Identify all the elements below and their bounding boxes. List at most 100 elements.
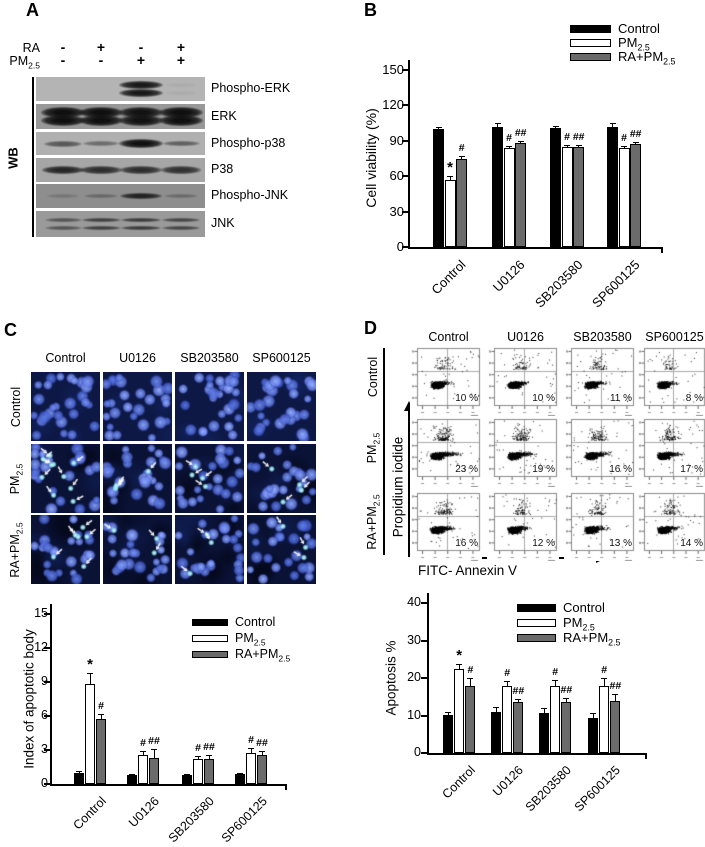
legend-label-pm-2-5: PM2.5 <box>235 630 266 648</box>
significance-hash: ## <box>203 741 215 754</box>
legend-swatch-ra-pm-2-5 <box>570 53 611 61</box>
wb-band <box>83 194 119 199</box>
bar-pm-2-5-control <box>85 684 95 784</box>
bar-pm-2-5-sp600125 <box>246 753 256 784</box>
flow-quadrant-percent: 23 % <box>455 464 478 475</box>
legend-swatch-pm-2-5 <box>192 635 228 642</box>
error-bar <box>612 123 613 129</box>
error-bar-cap <box>575 144 582 146</box>
wb-band <box>41 115 85 126</box>
flow-cytometry-plot-r2c3 <box>637 491 705 561</box>
wb-band <box>41 107 85 118</box>
significance-hash: # <box>564 130 571 143</box>
significance-hash: # <box>98 699 104 712</box>
flow-row-bracket-line <box>383 348 385 555</box>
error-bar-cap <box>87 672 93 674</box>
error-bar-cap <box>98 713 104 715</box>
fluorescence-image-r0c2 <box>175 372 244 441</box>
y-tick-label: 10 <box>407 707 421 722</box>
error-bar-cap <box>195 755 201 757</box>
flow-quadrant-percent: 17 % <box>680 464 703 475</box>
wb-band <box>79 107 123 118</box>
error-bar <box>565 697 567 704</box>
wb-band <box>81 217 121 223</box>
error-bar-cap <box>206 755 212 757</box>
error-bar-cap <box>552 680 559 682</box>
y-tick <box>44 613 50 615</box>
condition-row-label-pm-2-5: PM2.5 <box>9 54 40 71</box>
error-bar-cap <box>458 156 465 158</box>
x-axis-end-tick <box>645 753 647 759</box>
x-axis <box>50 784 287 786</box>
bar-ra-pm-2-5-control <box>456 158 468 247</box>
fluorescence-image-r2c0 <box>31 515 100 584</box>
error-bar-cap <box>506 146 513 148</box>
bar-control-control <box>74 772 84 784</box>
y-tick <box>402 210 408 213</box>
bar-pm-2-5-u0126 <box>503 147 515 247</box>
error-bar <box>142 751 144 757</box>
wb-strip-erk <box>36 104 205 129</box>
pi-axis-label: Propidium iodide <box>390 436 406 538</box>
bar-ra-pm-2-5-u0126 <box>513 702 524 753</box>
y-axis <box>50 604 52 786</box>
error-bar <box>89 672 91 687</box>
wb-band <box>79 115 123 126</box>
wb-strip-phospho-jnk <box>36 184 205 208</box>
legend-label-pm-2-5: PM2.5 <box>618 35 650 53</box>
fluorescence-image-r1c3 <box>247 444 316 513</box>
significance-hash: # <box>458 142 465 155</box>
flow-quadrant-percent: 12 % <box>532 538 555 549</box>
wb-band <box>119 139 163 148</box>
y-tick-label: 20 <box>407 670 421 684</box>
significance-star: * <box>456 646 463 664</box>
error-bar-cap <box>621 146 628 148</box>
y-tick <box>44 647 50 649</box>
error-bar <box>495 707 497 714</box>
wb-strip-label-phospho-jnk: Phospho-JNK <box>211 188 289 202</box>
fluorescence-image-r1c0 <box>31 444 100 513</box>
bar-control-u0126 <box>492 126 503 247</box>
legend-swatch-control <box>192 619 228 626</box>
micro-col-header-control: Control <box>45 351 86 365</box>
error-bar-cap <box>129 773 135 775</box>
condition-sign: + <box>96 39 106 55</box>
error-bar-cap <box>609 123 616 125</box>
wb-band <box>120 192 162 200</box>
condition-sign: - <box>60 52 66 68</box>
wb-band <box>42 166 84 174</box>
bar-control-control <box>443 714 453 754</box>
wb-band <box>161 217 201 223</box>
wb-band <box>119 80 163 89</box>
legend-label-control: Control <box>563 600 605 615</box>
error-bar <box>555 125 556 130</box>
error-bar <box>469 678 471 688</box>
condition-sign: + <box>176 52 186 68</box>
wb-band <box>83 140 119 147</box>
pi-axis-arrow-shaft <box>408 410 410 557</box>
y-tick <box>421 677 427 679</box>
error-bar-cap <box>515 698 522 700</box>
bar-pm-2-5-control <box>444 179 456 247</box>
wb-band <box>161 225 201 231</box>
significance-hash: ## <box>148 735 160 748</box>
category-label-sp600125: SP600125 <box>589 257 643 311</box>
bar-control-sb203580 <box>539 712 549 753</box>
y-tick-label: 90 <box>389 132 404 148</box>
flow-row-header-ra-pm-2-5: RA+PM2.5 <box>364 494 382 550</box>
flow-quadrant-percent: 19 % <box>532 464 555 475</box>
flow-row-header-pm-2-5: PM2.5 <box>364 432 382 464</box>
significance-star: * <box>87 655 93 673</box>
micro-row-header-ra-pm-2-5: RA+PM2.5 <box>7 521 25 578</box>
legend-label-ra-pm-2-5: RA+PM2.5 <box>618 49 676 67</box>
wb-strip-label-phospho-p38: Phospho-p38 <box>211 135 286 150</box>
y-tick <box>421 714 427 717</box>
condition-sign: + <box>136 52 146 68</box>
bar-pm-2-5-sb203580 <box>561 146 573 247</box>
error-bar <box>449 176 451 182</box>
flow-quadrant-percent: 16 % <box>609 464 632 475</box>
panel-c-label: C <box>4 320 17 340</box>
bar-control-sb203580 <box>550 127 561 247</box>
bar-control-sp600125 <box>235 773 245 784</box>
bar-ra-pm-2-5-sp600125 <box>630 144 642 247</box>
